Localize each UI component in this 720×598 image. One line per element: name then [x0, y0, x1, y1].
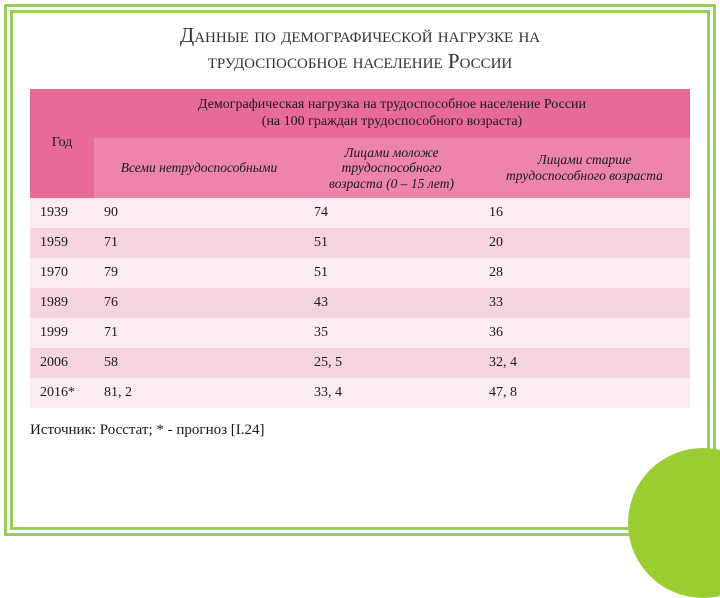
cell-c1: 58 [94, 348, 304, 378]
group-header-line1: Демографическая нагрузка на трудоспособн… [198, 97, 586, 112]
table-row: 1939 90 74 16 [30, 198, 690, 228]
cell-c2: 25, 5 [304, 348, 479, 378]
slide-title: Данные по демографической нагрузке на тр… [30, 22, 690, 75]
title-line-1: Данные по демографической нагрузке на [180, 23, 540, 47]
cell-c1: 71 [94, 318, 304, 348]
cell-c2: 51 [304, 258, 479, 288]
cell-year: 1989 [30, 288, 94, 318]
cell-c3: 28 [479, 258, 690, 288]
table-row: 1970 79 51 28 [30, 258, 690, 288]
cell-c1: 71 [94, 228, 304, 258]
cell-c1: 79 [94, 258, 304, 288]
cell-year: 1939 [30, 198, 94, 228]
sub-header-2: Лицами моложе трудоспособного возраста (… [304, 138, 479, 199]
title-line-2: трудоспособное население России [208, 49, 513, 73]
table-row: 2016* 81, 2 33, 4 47, 8 [30, 378, 690, 408]
demography-table: Год Демографическая нагрузка на трудоспо… [30, 89, 690, 409]
table-row: 2006 58 25, 5 32, 4 [30, 348, 690, 378]
group-header-line2: (на 100 граждан трудоспособного возраста… [262, 114, 522, 129]
cell-c2: 51 [304, 228, 479, 258]
col-group-header: Демографическая нагрузка на трудоспособн… [94, 89, 690, 138]
cell-c2: 35 [304, 318, 479, 348]
cell-c3: 32, 4 [479, 348, 690, 378]
cell-year: 2006 [30, 348, 94, 378]
cell-year: 1970 [30, 258, 94, 288]
cell-c1: 90 [94, 198, 304, 228]
cell-c3: 47, 8 [479, 378, 690, 408]
table-row: 1989 76 43 33 [30, 288, 690, 318]
table-row: 1999 71 35 36 [30, 318, 690, 348]
table-body: 1939 90 74 16 1959 71 51 20 1970 79 51 2… [30, 198, 690, 408]
cell-year: 1999 [30, 318, 94, 348]
cell-c3: 33 [479, 288, 690, 318]
cell-c1: 81, 2 [94, 378, 304, 408]
cell-c2: 33, 4 [304, 378, 479, 408]
cell-c3: 16 [479, 198, 690, 228]
cell-c1: 76 [94, 288, 304, 318]
slide-content: Данные по демографической нагрузке на тр… [30, 22, 690, 518]
cell-year: 2016* [30, 378, 94, 408]
col-year-header: Год [30, 89, 94, 199]
cell-c3: 36 [479, 318, 690, 348]
sub-header-1: Всеми нетрудоспособными [94, 138, 304, 199]
cell-c3: 20 [479, 228, 690, 258]
sub-header-3: Лицами старше трудоспособного возраста [479, 138, 690, 199]
cell-year: 1959 [30, 228, 94, 258]
cell-c2: 43 [304, 288, 479, 318]
source-note: Источник: Росстат; * - прогноз [I.24] [30, 422, 690, 439]
table-row: 1959 71 51 20 [30, 228, 690, 258]
cell-c2: 74 [304, 198, 479, 228]
